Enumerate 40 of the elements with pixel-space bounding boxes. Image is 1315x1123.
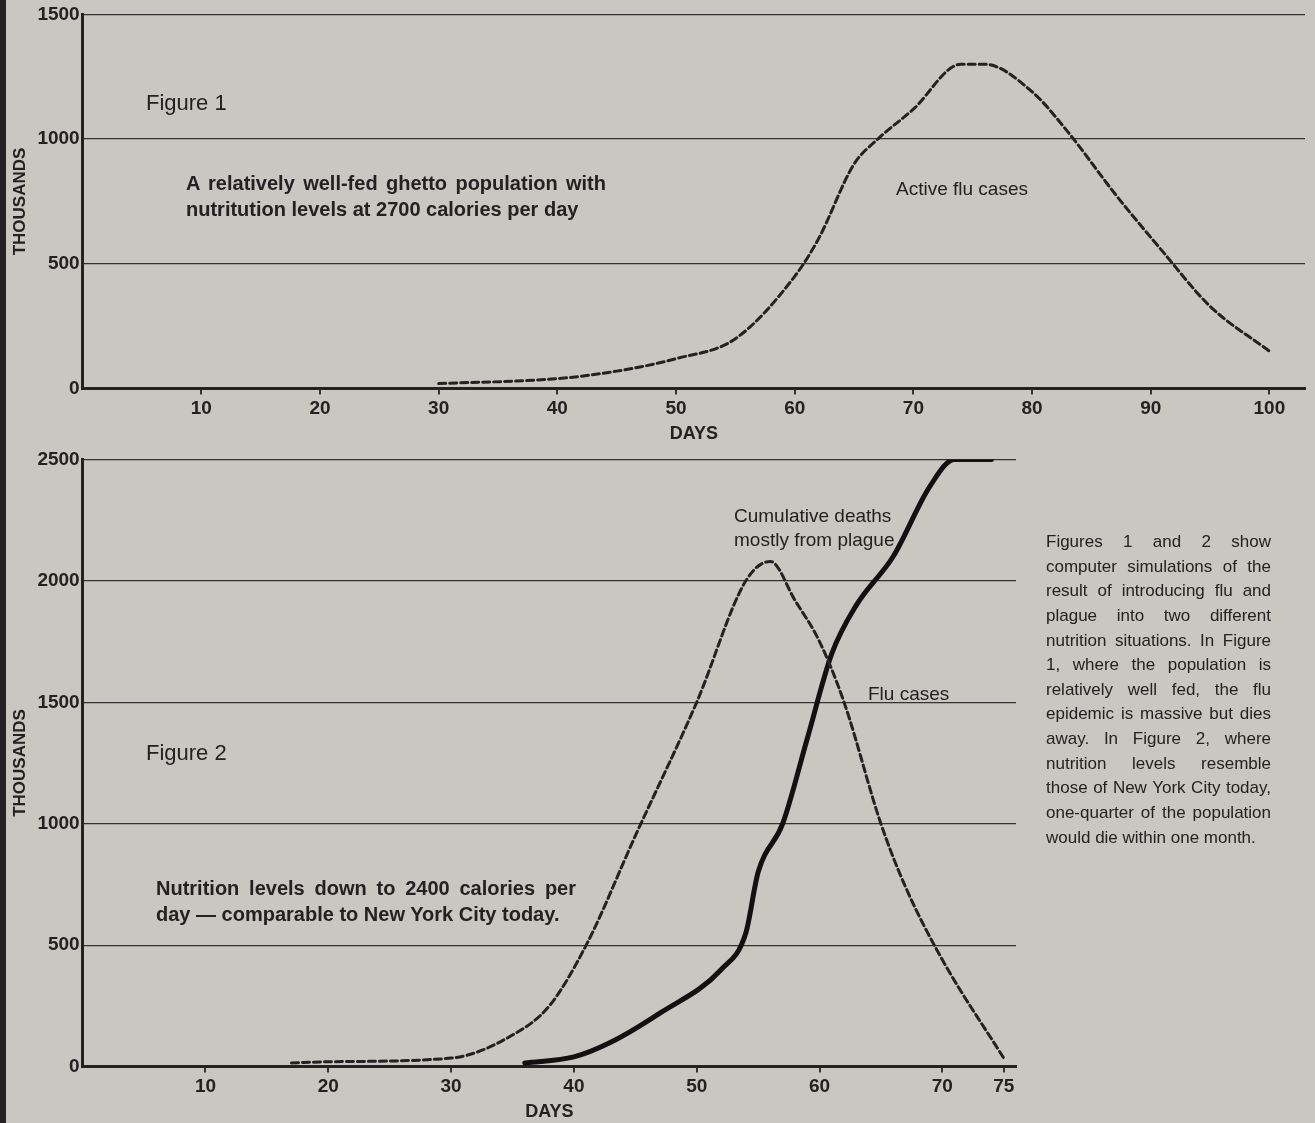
series-label: Cumulative deaths mostly from plague: [734, 505, 895, 551]
y-tick-label: 0: [69, 1054, 80, 1076]
x-tick-label: 90: [1140, 397, 1162, 419]
y-tick-label: 2500: [37, 447, 80, 469]
y-axis-title: THOUSANDS: [9, 709, 29, 817]
series-label: Flu cases: [868, 683, 950, 705]
y-tick-label: 1500: [37, 690, 80, 712]
x-tick-label: 75: [993, 1075, 1015, 1097]
x-tick-label: 40: [546, 397, 568, 419]
y-tick-label: 500: [47, 933, 80, 955]
x-tick-label: 50: [665, 397, 687, 419]
y-tick-label: 1000: [37, 811, 80, 833]
x-axis-title: DAYS: [669, 423, 719, 444]
x-axis-title: DAYS: [525, 1101, 574, 1122]
x-tick-label: 40: [563, 1075, 585, 1097]
text: Active flu cases: [896, 178, 1028, 200]
x-tick-label: 60: [784, 397, 806, 419]
x-tick-label: 30: [440, 1075, 462, 1097]
x-tick-label: 50: [686, 1075, 708, 1097]
text: Figure 2: [146, 740, 227, 766]
text: A relatively well-fed ghetto population with nutritution levels at 2700 calories per day: [186, 171, 606, 222]
x-tick-label: 70: [931, 1075, 953, 1097]
y-tick-label: 1000: [37, 127, 80, 149]
y-tick-label: 2000: [37, 569, 80, 591]
x-tick-label: 60: [808, 1075, 831, 1097]
y-tick-label: 0: [69, 376, 80, 398]
x-tick-label: 30: [428, 397, 450, 419]
y-tick-label: 500: [47, 252, 80, 274]
x-tick-label: 10: [194, 1075, 217, 1097]
x-tick-label: 10: [190, 397, 212, 419]
x-tick-label: 70: [902, 397, 924, 419]
y-tick-label: 1500: [37, 2, 80, 24]
x-tick-label: 80: [1021, 397, 1043, 419]
text: Figures 1 and 2 show computer simulations of the result of introducing flu and plague into two different nutrition situations. In Figure 1, where the population is relatively well fed, the flu epidemic is massive but dies away. In Figure 2, where nutrition levels resemble those of New York City today, one-quarter of the population would die within one month.: [1046, 532, 1271, 847]
text: Figure 1: [146, 90, 227, 116]
y-axis-title: THOUSANDS: [9, 147, 29, 256]
x-tick-label: 20: [309, 397, 331, 419]
text: Nutrition levels down to 2400 calories per day — comparable to New York City today.: [156, 876, 576, 927]
x-tick-label: 20: [317, 1075, 339, 1097]
x-tick-label: 100: [1253, 397, 1286, 419]
